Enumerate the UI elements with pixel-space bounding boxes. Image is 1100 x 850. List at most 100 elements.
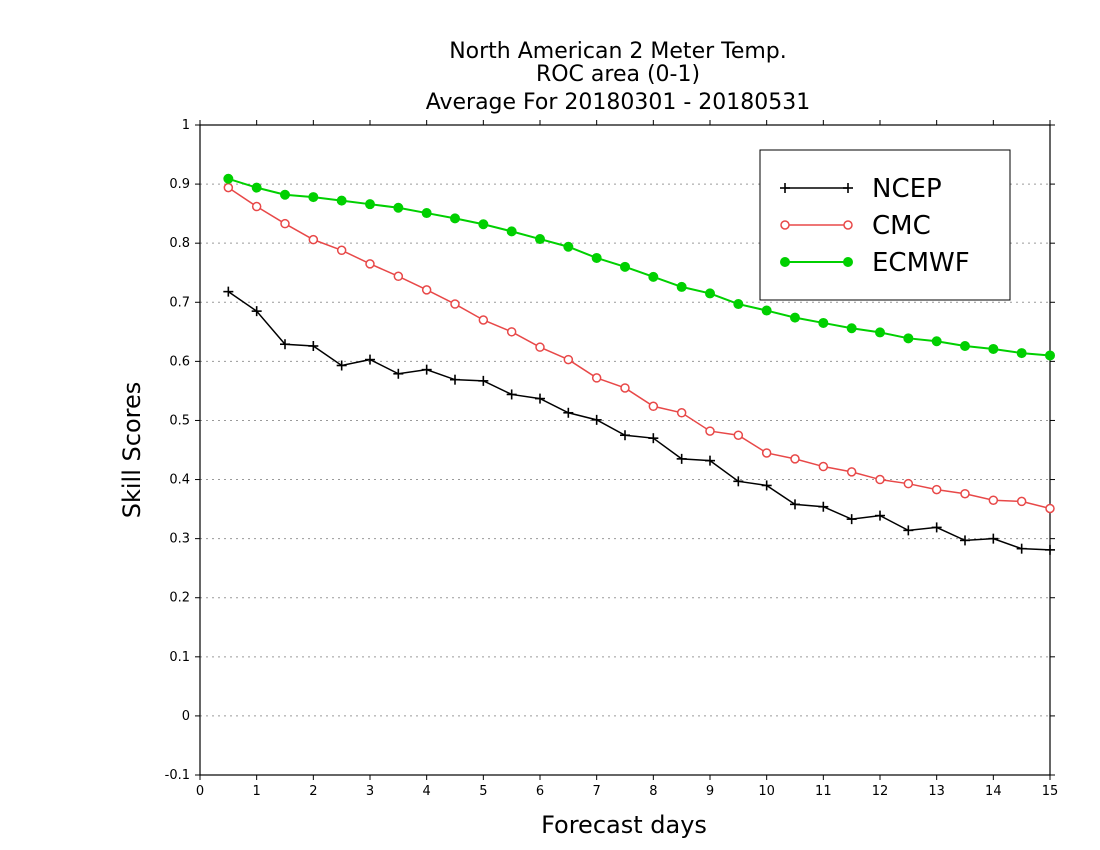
data-point-ncep-20 <box>790 499 800 510</box>
legend-label-ecmwf: ECMWF <box>872 248 970 278</box>
data-point-cmc-12 <box>563 354 574 365</box>
data-point-ncep-12 <box>563 407 574 418</box>
x-tick-label-6: 6 <box>536 784 544 799</box>
x-tick-label-13: 13 <box>928 784 945 799</box>
legend-marker-end-ncep <box>843 183 853 193</box>
x-tick-label-2: 2 <box>309 784 317 799</box>
x-tick-label-10: 10 <box>758 784 775 799</box>
data-point-cmc-0 <box>223 182 234 193</box>
data-point-ecmwf-26 <box>960 341 970 351</box>
data-point-ncep-23 <box>875 510 885 521</box>
series-cmc <box>223 182 1055 514</box>
data-point-ecmwf-14 <box>620 261 630 272</box>
x-tick-label-8: 8 <box>649 784 657 799</box>
data-point-ecmwf-9 <box>478 219 489 230</box>
data-point-ecmwf-0 <box>223 173 234 184</box>
y-tick-label-3: 0.2 <box>169 591 190 606</box>
data-point-ecmwf-17 <box>705 288 715 299</box>
data-point-ncep-13 <box>591 414 602 425</box>
data-point-ncep-6 <box>393 368 404 379</box>
y-tick-label-9: 0.8 <box>169 236 190 251</box>
data-point-ecmwf-22 <box>846 323 857 334</box>
data-point-cmc-19 <box>761 448 772 458</box>
y-tick-label-5: 0.4 <box>169 473 190 488</box>
data-point-cmc-14 <box>620 383 630 393</box>
data-point-cmc-2 <box>280 218 290 229</box>
data-point-ecmwf-28 <box>1016 348 1027 359</box>
data-point-cmc-28 <box>1016 496 1027 507</box>
data-point-ecmwf-13 <box>591 252 602 263</box>
legend-marker-end-ecmwf <box>843 257 853 267</box>
data-point-ecmwf-21 <box>818 317 829 328</box>
data-point-ncep-16 <box>676 453 687 464</box>
chart-title-line-2: ROC area (0-1) <box>536 62 700 87</box>
data-point-ncep-3 <box>308 341 319 351</box>
data-point-ecmwf-6 <box>393 202 404 213</box>
data-point-cmc-22 <box>846 467 857 477</box>
legend-marker-start-cmc <box>780 220 790 230</box>
series-ecmwf <box>223 173 1055 361</box>
data-point-ecmwf-5 <box>365 199 375 210</box>
data-point-ncep-21 <box>818 501 829 512</box>
data-point-cmc-18 <box>733 430 744 440</box>
legend-marker-end-cmc <box>843 220 853 230</box>
legend-label-cmc: CMC <box>872 211 931 241</box>
legend-box <box>759 149 1011 301</box>
data-point-ncep-11 <box>535 393 545 404</box>
x-axis-label: Forecast days <box>541 811 707 839</box>
x-tick-label-14: 14 <box>985 784 1002 799</box>
data-point-ecmwf-4 <box>336 195 347 206</box>
data-point-cmc-15 <box>648 401 659 412</box>
x-tick-label-7: 7 <box>593 784 601 799</box>
data-point-ecmwf-15 <box>648 271 659 282</box>
x-tick-label-4: 4 <box>423 784 431 799</box>
data-point-ecmwf-25 <box>931 336 942 347</box>
data-point-ecmwf-7 <box>421 208 432 219</box>
data-point-ecmwf-2 <box>280 189 290 200</box>
data-point-ncep-7 <box>421 364 432 375</box>
data-point-ncep-29 <box>1045 544 1055 555</box>
y-tick-label-4: 0.3 <box>169 532 190 547</box>
chart-title: North American 2 Meter Temp. ROC area (0… <box>426 39 811 115</box>
y-axis-label: Skill Scores <box>118 382 146 519</box>
data-point-ecmwf-27 <box>988 343 999 354</box>
data-point-ecmwf-3 <box>308 192 319 203</box>
data-point-ncep-24 <box>903 525 914 536</box>
data-point-ncep-8 <box>450 374 460 385</box>
data-point-cmc-20 <box>790 454 800 464</box>
data-point-ecmwf-1 <box>251 182 262 193</box>
legend-label-ncep: NCEP <box>872 174 942 204</box>
legend: NCEP CMC ECMWF <box>759 149 1011 301</box>
x-tick-label-12: 12 <box>872 784 889 799</box>
data-point-ecmwf-20 <box>790 312 800 323</box>
data-point-ncep-10 <box>506 389 517 400</box>
data-point-cmc-23 <box>875 474 885 485</box>
data-point-ncep-5 <box>365 354 375 365</box>
chart-title-line-3: Average For 20180301 - 20180531 <box>426 90 811 115</box>
data-point-ecmwf-12 <box>563 241 574 252</box>
data-point-ecmwf-8 <box>450 213 460 224</box>
data-point-cmc-24 <box>903 478 914 489</box>
data-point-cmc-6 <box>393 271 404 282</box>
y-tick-label-8: 0.7 <box>169 295 190 310</box>
legend-marker-start-ecmwf <box>780 257 790 267</box>
data-point-ecmwf-19 <box>761 305 772 316</box>
y-tick-label-7: 0.6 <box>169 354 190 369</box>
data-point-ecmwf-23 <box>875 327 885 338</box>
data-point-ecmwf-11 <box>535 234 545 245</box>
data-point-cmc-13 <box>591 373 602 383</box>
data-point-cmc-1 <box>251 201 262 212</box>
data-point-ecmwf-24 <box>903 333 914 344</box>
x-tick-label-0: 0 <box>196 784 204 799</box>
data-point-cmc-8 <box>450 299 460 309</box>
data-point-ncep-19 <box>761 480 772 491</box>
data-point-cmc-9 <box>478 315 489 325</box>
data-point-ncep-18 <box>733 476 744 487</box>
x-tick-label-3: 3 <box>366 784 374 799</box>
data-point-cmc-5 <box>365 259 375 269</box>
data-point-ncep-25 <box>931 522 942 533</box>
data-point-ncep-22 <box>846 514 857 525</box>
data-point-ecmwf-10 <box>506 226 517 237</box>
data-point-ncep-2 <box>280 339 290 350</box>
